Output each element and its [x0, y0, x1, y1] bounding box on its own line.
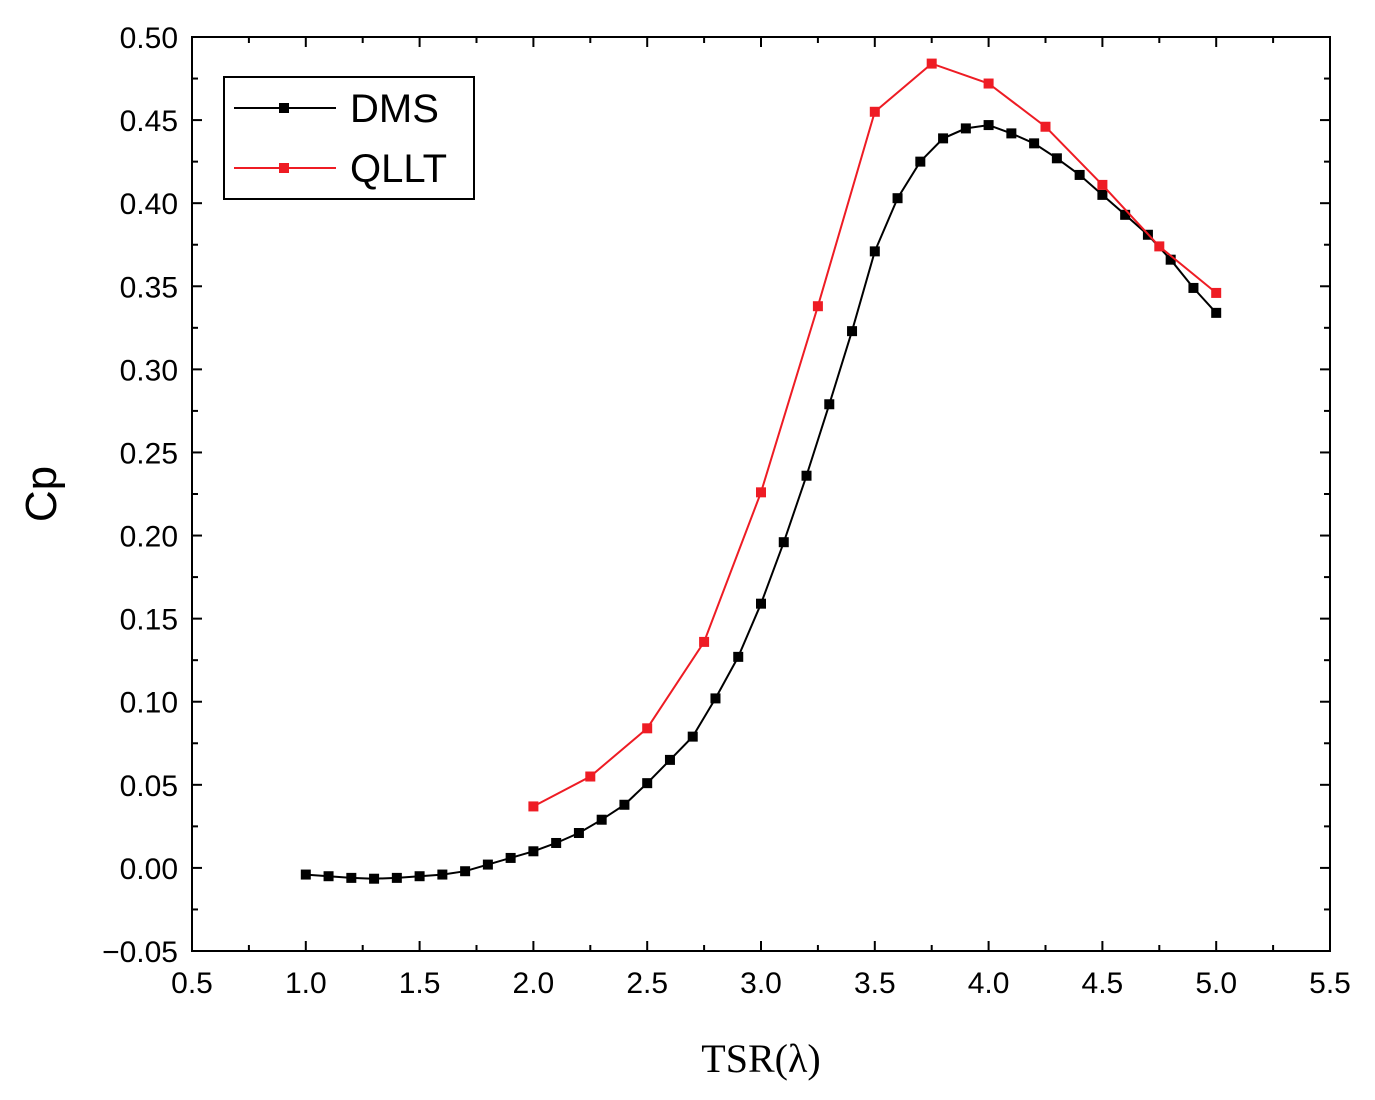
series-dms — [300, 120, 1222, 884]
data-point-dms — [983, 120, 994, 131]
x-tick-label: 1.0 — [285, 967, 327, 1000]
data-point-dms — [619, 799, 630, 810]
data-point-dms — [573, 828, 584, 839]
series-line-qllt — [532, 62, 1217, 808]
data-point-dms — [323, 871, 334, 882]
y-tick-label: 0.10 — [120, 687, 178, 720]
series-qllt — [528, 58, 1222, 812]
x-tick-label: 3.5 — [854, 967, 896, 1000]
data-point-dms — [505, 852, 516, 863]
data-point-dms — [1029, 138, 1040, 149]
legend-dms-label: DMS — [350, 87, 439, 131]
data-point-dms — [733, 651, 744, 662]
data-point-dms — [938, 133, 949, 144]
data-point-dms — [528, 846, 539, 857]
data-point-dms — [1051, 153, 1062, 164]
data-point-qllt — [528, 801, 539, 812]
x-tick-label: 4.5 — [1082, 967, 1124, 1000]
y-tick-label: −0.05 — [102, 936, 178, 969]
x-tick-label: 5.0 — [1195, 967, 1237, 1000]
data-point-qllt — [926, 58, 937, 69]
x-tick-label: 0.5 — [171, 967, 213, 1000]
x-tick-label: 4.0 — [968, 967, 1010, 1000]
data-point-qllt — [1040, 121, 1051, 132]
data-point-qllt — [1211, 287, 1222, 298]
data-point-dms — [915, 156, 926, 167]
data-point-dms — [596, 814, 607, 825]
data-point-dms — [960, 123, 971, 134]
series-layer — [300, 58, 1222, 884]
data-point-dms — [300, 869, 311, 880]
y-tick-label: 0.45 — [120, 105, 178, 138]
data-point-dms — [892, 193, 903, 204]
data-point-dms — [1006, 128, 1017, 139]
data-point-dms — [391, 872, 402, 883]
legend: DMS QLLT — [223, 76, 475, 200]
legend-box — [223, 76, 475, 200]
data-point-dms — [1097, 189, 1108, 200]
x-tick-label: 2.0 — [513, 967, 555, 1000]
data-point-qllt — [869, 106, 880, 117]
data-point-dms — [482, 859, 493, 870]
data-point-dms — [664, 754, 675, 765]
x-tick-label: 5.5 — [1309, 967, 1351, 1000]
data-point-dms — [1120, 209, 1131, 220]
data-point-qllt — [585, 771, 596, 782]
data-point-dms — [847, 326, 858, 337]
data-point-dms — [801, 470, 812, 481]
y-tick-label: 0.15 — [120, 604, 178, 637]
data-point-dms — [414, 871, 425, 882]
data-point-dms — [369, 873, 380, 884]
data-point-dms — [869, 246, 880, 257]
axis-ticks — [191, 36, 1331, 952]
data-point-dms — [1165, 254, 1176, 265]
x-axis-title: TSR(λ) — [701, 1036, 820, 1081]
data-point-dms — [551, 837, 562, 848]
y-tick-label: 0.30 — [120, 354, 178, 387]
data-point-dms — [1188, 282, 1199, 293]
tick-labels: 0.5 1.0 1.5 2.0 2.5 3.0 3.5 4.0 4.5 5.0 5.5 −0.05 0.… — [102, 22, 1351, 1000]
y-tick-label: 0.40 — [120, 188, 178, 221]
y-tick-label: 0.25 — [120, 437, 178, 470]
data-point-qllt — [642, 723, 653, 734]
legend-qllt-marker — [279, 163, 289, 173]
y-tick-label: 0.50 — [120, 22, 178, 55]
data-point-dms — [778, 537, 789, 548]
data-point-dms — [460, 866, 471, 877]
data-point-dms — [346, 872, 357, 883]
data-point-dms — [642, 778, 653, 789]
series-line-dms — [305, 124, 1217, 880]
legend-dms-marker — [279, 103, 289, 113]
data-point-qllt — [983, 78, 994, 89]
y-tick-label: 0.35 — [120, 271, 178, 304]
data-point-qllt — [756, 487, 766, 498]
y-tick-label: 0.20 — [120, 521, 178, 554]
x-tick-label: 2.5 — [626, 967, 668, 1000]
data-point-dms — [756, 598, 766, 609]
data-point-qllt — [812, 301, 823, 312]
data-point-dms — [710, 693, 721, 704]
data-point-qllt — [1154, 241, 1165, 252]
data-point-qllt — [1097, 179, 1108, 190]
data-point-dms — [1074, 169, 1085, 180]
data-point-qllt — [699, 636, 710, 647]
data-point-dms — [687, 731, 698, 742]
data-point-dms — [824, 399, 835, 410]
legend-qllt-label: QLLT — [350, 147, 447, 191]
x-tick-label: 3.0 — [740, 967, 782, 1000]
data-point-dms — [437, 869, 448, 880]
y-tick-label: 0.05 — [120, 770, 178, 803]
y-axis-title: Cp — [17, 466, 66, 522]
y-tick-label: 0.00 — [120, 853, 178, 886]
data-point-dms — [1211, 307, 1222, 318]
x-tick-label: 1.5 — [399, 967, 441, 1000]
